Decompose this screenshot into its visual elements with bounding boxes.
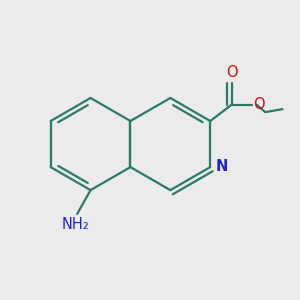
Text: N: N (216, 159, 228, 174)
Text: O: O (226, 65, 238, 80)
Text: NH₂: NH₂ (62, 218, 90, 232)
Text: O: O (253, 97, 265, 112)
